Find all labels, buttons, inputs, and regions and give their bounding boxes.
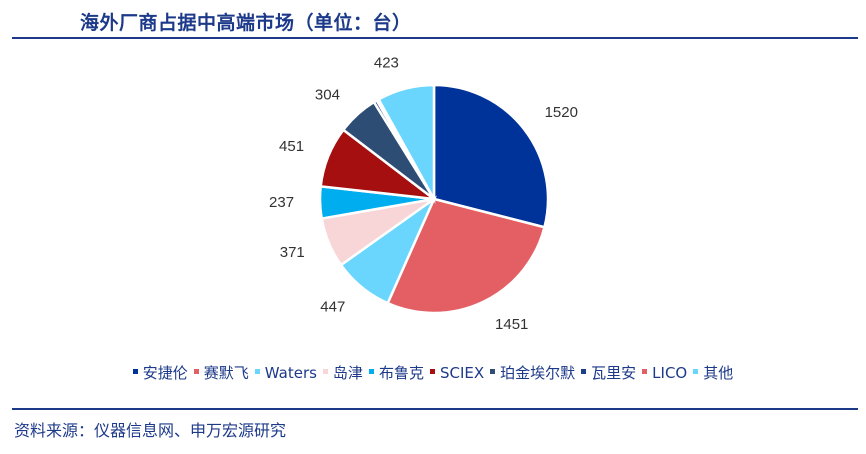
legend-swatch-4	[368, 369, 374, 374]
legend-item-5: SCIEX	[429, 364, 485, 382]
data-label-2: 447	[320, 298, 345, 315]
legend-label-6: 珀金埃尔默	[500, 364, 576, 382]
pie-slice-1	[386, 197, 546, 315]
legend-item-1: 赛默飞	[193, 362, 249, 383]
legend-swatch-3	[322, 369, 328, 374]
legend-swatch-0	[132, 369, 138, 374]
legend-label-4: 布鲁克	[378, 364, 424, 382]
legend-label-0: 安捷伦	[142, 364, 188, 382]
legend-swatch-1	[193, 369, 199, 374]
legend-label-2: Waters	[264, 364, 317, 382]
data-label-5: 451	[279, 138, 304, 155]
legend-swatch-7	[581, 369, 587, 374]
legend-label-9: 其他	[703, 364, 734, 382]
legend-item-8: LICO	[642, 364, 687, 382]
legend-item-0: 安捷伦	[132, 362, 188, 383]
pie-slice-0	[432, 83, 550, 229]
legend-item-4: 布鲁克	[368, 362, 424, 383]
legend-swatch-9	[693, 369, 699, 374]
source-note: 资料来源：仪器信息网、申万宏源研究	[14, 421, 287, 440]
pie-chart: 1520 1451 447 371 237 451 304 423	[269, 54, 578, 333]
legend-swatch-8	[642, 369, 648, 374]
chart-title: 海外厂商占据中高端市场（单位：台）	[80, 12, 412, 34]
legend-label-8: LICO	[652, 364, 688, 382]
legend-item-6: 珀金埃尔默	[490, 362, 575, 383]
legend-label-7: 瓦里安	[591, 364, 637, 382]
legend-swatch-5	[429, 369, 435, 374]
data-label-3: 371	[280, 244, 305, 261]
data-label-9: 423	[374, 54, 399, 71]
source-divider	[12, 408, 858, 410]
data-label-0: 1520	[545, 104, 578, 121]
data-label-4: 237	[269, 194, 294, 211]
chart-legend: 安捷伦 赛默飞 Waters 岛津 布鲁克 SCIEX 珀金埃尔默 瓦里安 LICO 其他	[0, 362, 866, 383]
pie-slice-9	[376, 83, 436, 204]
legend-swatch-6	[490, 369, 496, 374]
legend-item-7: 瓦里安	[581, 362, 636, 383]
legend-label-5: SCIEX	[439, 364, 485, 382]
data-label-6: 304	[315, 86, 340, 103]
legend-item-9: 其他	[693, 362, 733, 383]
legend-label-1: 赛默飞	[203, 364, 249, 382]
data-label-1: 1451	[495, 316, 528, 333]
legend-label-3: 岛津	[332, 364, 363, 382]
title-divider	[12, 37, 858, 39]
legend-swatch-2	[254, 369, 260, 374]
legend-item-3: 岛津	[322, 362, 363, 383]
legend-item-2: Waters	[254, 364, 317, 382]
